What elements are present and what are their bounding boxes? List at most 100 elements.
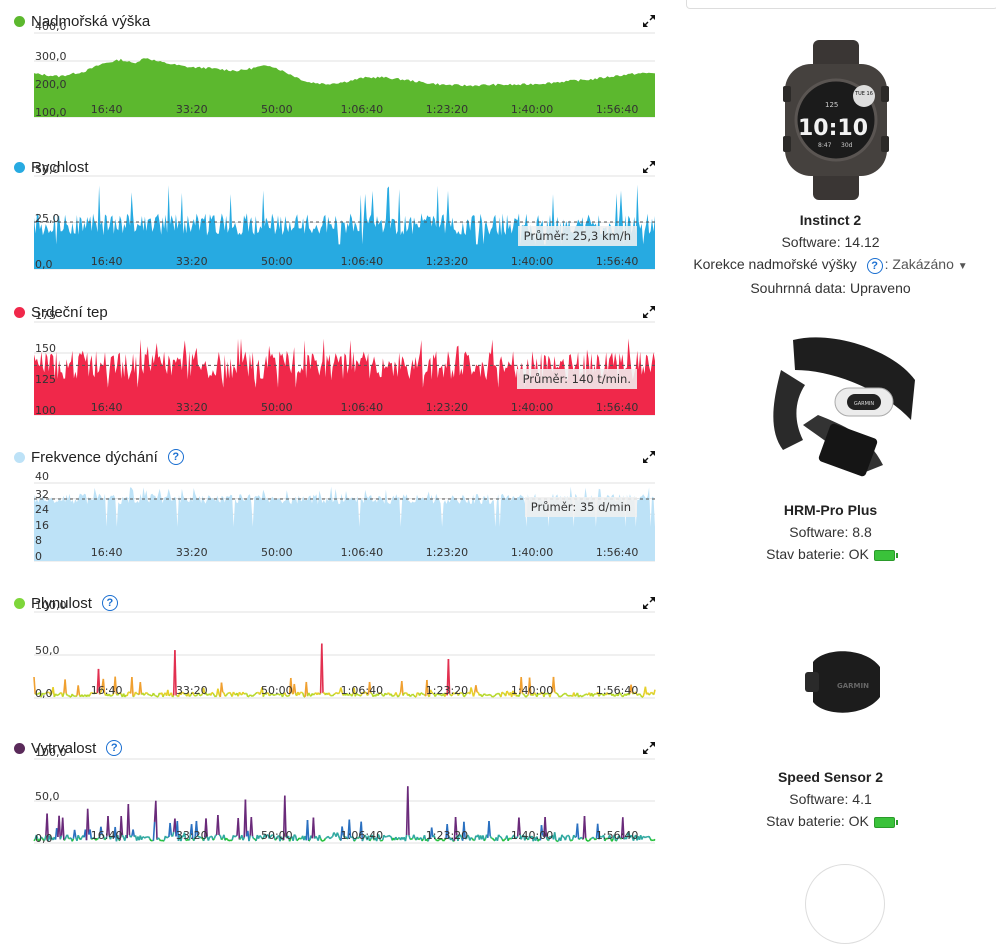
series-segment bbox=[76, 696, 77, 697]
series-segment bbox=[60, 836, 61, 840]
y-tick-label: 150 bbox=[35, 343, 56, 354]
series-segment bbox=[474, 693, 475, 697]
average-label: Průměr: 140 t/min. bbox=[517, 369, 637, 389]
series-segment bbox=[208, 837, 209, 841]
series-segment bbox=[66, 694, 67, 696]
series-segment bbox=[422, 693, 423, 694]
y-tick-label: 0,0 bbox=[35, 833, 53, 844]
series-segment bbox=[397, 839, 398, 840]
x-tick-label: 1:06:40 bbox=[341, 256, 383, 267]
expand-icon[interactable] bbox=[642, 450, 656, 464]
series-segment bbox=[168, 690, 169, 696]
series-segment bbox=[593, 837, 594, 838]
series-segment bbox=[645, 687, 646, 695]
expand-icon[interactable] bbox=[642, 14, 656, 28]
series-segment bbox=[567, 836, 568, 837]
series-segment bbox=[482, 696, 483, 697]
watch-bottom-time: 8:47 bbox=[818, 142, 832, 149]
series-segment bbox=[640, 694, 641, 696]
y-tick-label: 0 bbox=[35, 551, 42, 562]
series-segment bbox=[243, 692, 244, 694]
series-segment bbox=[499, 835, 500, 837]
x-tick-label: 33:20 bbox=[176, 402, 208, 413]
y-tick-label: 0,0 bbox=[35, 688, 53, 699]
battery-row: Stav baterie: OK bbox=[665, 813, 996, 829]
series-segment bbox=[413, 694, 414, 695]
series-segment bbox=[142, 837, 143, 840]
series-segment bbox=[508, 838, 509, 841]
series-segment bbox=[156, 801, 157, 840]
series-segment bbox=[414, 695, 415, 697]
chart-header: Vytrvalost? bbox=[14, 737, 122, 759]
x-tick-label: 50:00 bbox=[261, 256, 293, 267]
series-segment bbox=[255, 693, 256, 695]
series-segment bbox=[238, 818, 239, 840]
series-segment bbox=[582, 696, 583, 697]
correction-dropdown[interactable]: : Zakázáno ▼ bbox=[885, 256, 968, 272]
expand-icon[interactable] bbox=[642, 305, 656, 319]
series-segment bbox=[499, 693, 500, 695]
series-segment bbox=[472, 839, 473, 841]
x-tick-label: 16:40 bbox=[91, 685, 123, 696]
x-tick-label: 50:00 bbox=[261, 547, 293, 558]
help-icon[interactable]: ? bbox=[867, 258, 883, 274]
series-segment bbox=[226, 838, 227, 839]
series-segment bbox=[329, 693, 330, 696]
series-segment bbox=[571, 840, 572, 841]
expand-icon[interactable] bbox=[642, 596, 656, 610]
series-segment bbox=[243, 838, 244, 841]
series-dot-icon bbox=[14, 452, 25, 463]
series-segment bbox=[230, 692, 231, 694]
series-segment bbox=[391, 694, 392, 697]
series-segment bbox=[254, 695, 255, 696]
x-tick-label: 50:00 bbox=[261, 402, 293, 413]
help-icon[interactable]: ? bbox=[106, 740, 122, 756]
help-icon[interactable]: ? bbox=[102, 595, 118, 611]
battery-row: Stav baterie: OK bbox=[665, 546, 996, 562]
x-tick-label: 1:56:40 bbox=[596, 830, 638, 841]
device-name: Instinct 2 bbox=[665, 212, 996, 228]
x-tick-label: 1:40:00 bbox=[511, 547, 553, 558]
expand-icon[interactable] bbox=[642, 741, 656, 755]
series-segment bbox=[580, 695, 581, 696]
expand-icon[interactable] bbox=[642, 160, 656, 174]
series-segment bbox=[81, 838, 82, 840]
y-tick-label: 50,0 bbox=[35, 164, 60, 175]
series-segment bbox=[136, 692, 137, 694]
series-segment bbox=[169, 695, 170, 696]
battery-status: Stav baterie: OK bbox=[766, 813, 869, 829]
panel-top-box bbox=[686, 0, 996, 9]
series-segment bbox=[56, 694, 57, 696]
series-segment bbox=[489, 821, 490, 836]
series-segment bbox=[502, 692, 503, 693]
series-segment bbox=[214, 836, 215, 839]
series-segment bbox=[409, 835, 410, 839]
series-segment bbox=[63, 818, 64, 841]
series-segment bbox=[389, 835, 390, 836]
device-hrm: HRM-Pro Plus Software: 8.8 Stav baterie:… bbox=[665, 502, 996, 568]
watch-days: 30d bbox=[841, 142, 853, 149]
help-icon[interactable]: ? bbox=[168, 449, 184, 465]
y-tick-label: 100,0 bbox=[35, 747, 67, 758]
series-segment bbox=[483, 694, 484, 696]
series-segment bbox=[239, 692, 240, 694]
series-segment bbox=[210, 837, 211, 838]
x-tick-label: 1:40:00 bbox=[511, 830, 553, 841]
watch-date: TUE 16 bbox=[854, 91, 873, 97]
series-segment bbox=[650, 839, 651, 841]
series-segment bbox=[562, 835, 563, 837]
series-segment bbox=[563, 837, 564, 838]
series-segment bbox=[219, 835, 220, 836]
series-segment bbox=[226, 694, 227, 696]
y-tick-label: 100,0 bbox=[35, 600, 67, 611]
series-segment bbox=[88, 809, 89, 835]
series-segment bbox=[402, 681, 403, 696]
series-segment bbox=[133, 696, 134, 697]
series-segment bbox=[422, 839, 423, 841]
series-segment bbox=[67, 835, 68, 839]
altitude-correction-row: Korekce nadmořské výšky ?: Zakázáno ▼ bbox=[665, 256, 996, 274]
series-segment bbox=[487, 695, 488, 696]
x-tick-label: 16:40 bbox=[91, 830, 123, 841]
